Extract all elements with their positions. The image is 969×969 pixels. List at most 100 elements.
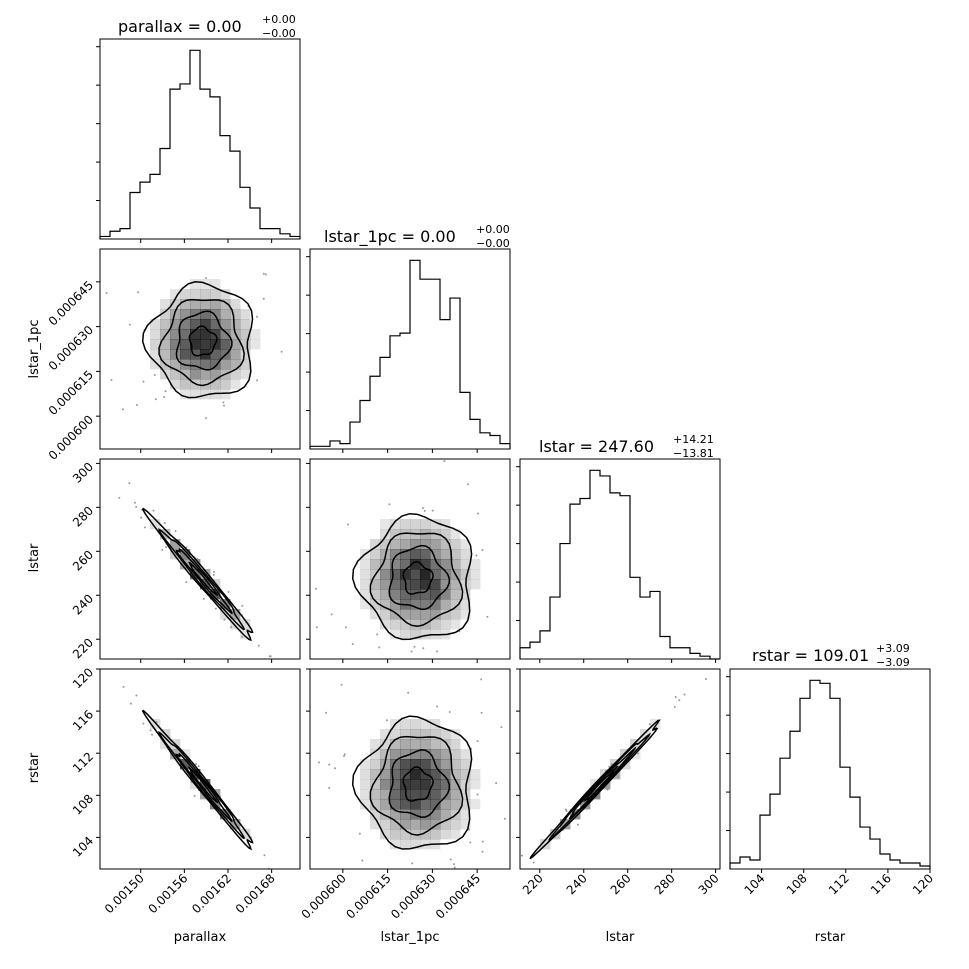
sample-point xyxy=(532,861,535,864)
density-cell xyxy=(460,819,471,830)
density-cell xyxy=(360,559,371,570)
sample-point xyxy=(413,645,416,648)
contour-level-1 xyxy=(175,548,233,615)
sample-point xyxy=(443,460,446,463)
sample-point xyxy=(195,763,198,766)
panel-title-rstar: rstar = 109.01 xyxy=(752,646,869,665)
panel-title-lstar_1pc: lstar_1pc = 0.00 xyxy=(324,227,456,247)
density-cell xyxy=(370,559,381,570)
density-cell xyxy=(400,809,411,820)
sample-point xyxy=(616,775,619,778)
contour-level-0 xyxy=(402,766,434,802)
density-cell xyxy=(440,559,451,570)
density-cell xyxy=(250,329,261,340)
density-cell xyxy=(220,389,231,400)
density-cell xyxy=(150,359,161,370)
density-cell xyxy=(450,799,461,810)
density-cell xyxy=(420,779,431,790)
density-cell xyxy=(360,579,371,590)
density-cell xyxy=(420,739,431,750)
sample-point xyxy=(230,626,233,629)
density-cell xyxy=(210,389,221,400)
density-cell xyxy=(240,359,251,370)
sample-point xyxy=(481,840,484,843)
panel-frame-0-0 xyxy=(99,38,301,240)
x-tick-label-lstar_1pc: 0.000615 xyxy=(343,871,393,921)
density-cell xyxy=(400,739,411,750)
density-cell xyxy=(450,829,461,840)
density-cell xyxy=(190,359,201,370)
density-cell xyxy=(390,809,401,820)
title-base-lstar_1pc: lstar_1pc = 0.00 xyxy=(324,227,456,247)
density-cell xyxy=(240,309,251,320)
sample-point xyxy=(262,272,265,275)
density-cell xyxy=(150,349,161,360)
density-cell xyxy=(410,789,421,800)
density-cell xyxy=(450,609,461,620)
y-axis-label-rstar: rstar xyxy=(27,752,42,783)
density-cell xyxy=(240,349,251,360)
sample-point xyxy=(193,794,196,797)
contour-level-3 xyxy=(141,709,254,851)
sample-point xyxy=(137,291,140,294)
sample-point xyxy=(277,663,279,665)
density-cell xyxy=(170,289,181,300)
density-cell xyxy=(390,559,401,570)
density-cell xyxy=(370,739,381,750)
contour-level-2 xyxy=(369,532,464,627)
sample-point xyxy=(481,548,484,551)
sample-point xyxy=(135,505,138,508)
sample-point xyxy=(291,898,293,900)
panel-title-lstar: lstar = 247.60 xyxy=(539,437,654,456)
sample-point xyxy=(163,522,166,525)
sample-point xyxy=(151,733,154,736)
x-tick-label-lstar_1pc: 0.000645 xyxy=(433,871,483,921)
panel-frame-3-2 xyxy=(519,668,721,870)
density-cell xyxy=(240,629,251,640)
density-cell xyxy=(390,749,401,760)
density-cell xyxy=(440,749,451,760)
contour-level-0 xyxy=(187,766,219,804)
density-cell xyxy=(380,819,391,830)
density-cell xyxy=(380,559,391,570)
density-cell xyxy=(410,839,421,850)
density-lstar_1pc-vs-lstar xyxy=(315,460,489,681)
sample-point xyxy=(421,507,424,510)
density-cell xyxy=(200,309,211,320)
density-cell xyxy=(180,389,191,400)
density-cell xyxy=(420,579,431,590)
sample-point xyxy=(436,705,439,708)
density-cell xyxy=(180,339,191,350)
density-cell xyxy=(390,789,401,800)
density-cell xyxy=(420,539,431,550)
sample-point xyxy=(637,752,640,755)
sample-point xyxy=(165,545,168,548)
y-tick-label-lstar: 220 xyxy=(70,635,96,661)
density-cell xyxy=(440,619,451,630)
sample-point xyxy=(197,765,200,768)
density-cell xyxy=(470,779,481,790)
sample-point xyxy=(356,679,358,681)
density-cell xyxy=(460,549,471,560)
density-cell xyxy=(220,289,231,300)
density-cell xyxy=(410,739,421,750)
density-cell xyxy=(410,599,421,610)
density-cell xyxy=(410,759,421,770)
density-cell xyxy=(450,549,461,560)
density-cell xyxy=(430,619,441,630)
density-cell xyxy=(210,289,221,300)
density-cell xyxy=(190,299,201,310)
density-cell xyxy=(380,599,391,610)
density-cell xyxy=(370,819,381,830)
contour-level-1 xyxy=(388,749,451,818)
sample-point xyxy=(452,863,455,866)
density-cell xyxy=(460,779,471,790)
sample-point xyxy=(149,729,152,732)
density-cell xyxy=(230,349,241,360)
sample-point xyxy=(515,873,517,875)
histogram-rstar xyxy=(726,676,931,869)
density-parallax-vs-lstar_1pc xyxy=(105,272,283,420)
density-cell xyxy=(450,619,461,630)
density-cell xyxy=(440,789,451,800)
x-tick-label-lstar: 300 xyxy=(696,871,722,897)
